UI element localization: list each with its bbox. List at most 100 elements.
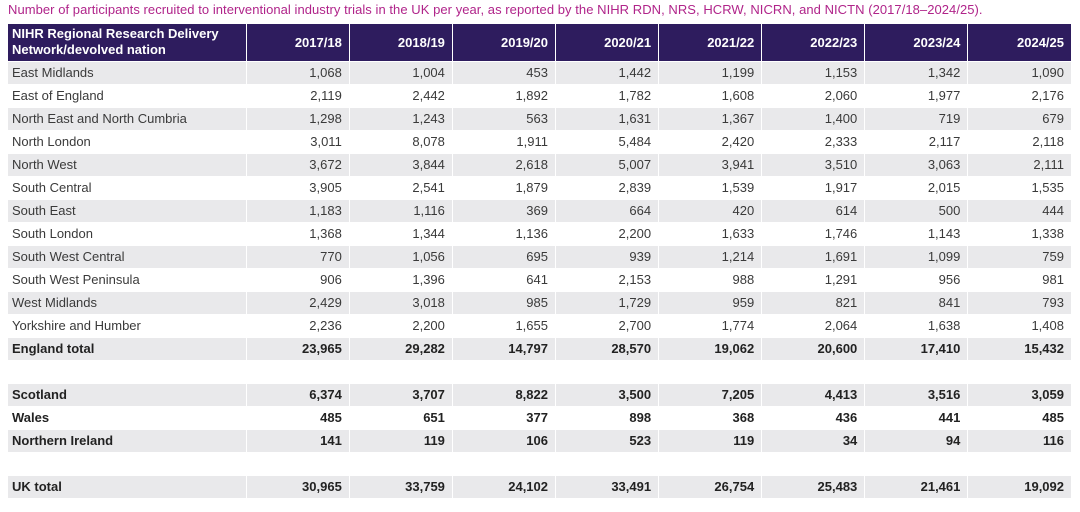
empty-cell [658, 451, 763, 475]
value-cell: 2,618 [452, 152, 557, 176]
value-cell: 1,774 [658, 313, 763, 337]
value-cell: 959 [658, 290, 763, 314]
value-cell: 2,839 [555, 175, 660, 199]
value-cell: 2,541 [349, 175, 453, 199]
value-cell: 3,059 [967, 382, 1071, 406]
value-cell: 33,759 [349, 474, 453, 498]
row-label: England total [8, 336, 247, 360]
table-row: West Midlands 2,429 3,018 985 1,729 959 821 841… [8, 290, 1071, 314]
table-row: South East 1,183 1,116 369 664 420 614 500 444 [8, 198, 1071, 222]
value-cell: 453 [452, 60, 557, 84]
value-cell: 1,691 [761, 244, 866, 268]
value-cell: 1,535 [967, 175, 1071, 199]
value-cell: 1,729 [555, 290, 660, 314]
value-cell: 1,879 [452, 175, 557, 199]
value-cell: 25,483 [761, 474, 866, 498]
value-cell: 523 [555, 428, 660, 452]
row-label: South East [8, 198, 247, 222]
value-cell: 1,442 [555, 60, 660, 84]
value-cell: 3,011 [246, 129, 350, 153]
value-cell: 2,060 [761, 83, 866, 107]
value-cell: 26,754 [658, 474, 763, 498]
table-row-total: England total 23,965 29,282 14,797 28,570 19,… [8, 336, 1071, 360]
value-cell: 695 [452, 244, 557, 268]
empty-cell [246, 451, 350, 475]
table-row: North East and North Cumbria 1,298 1,243 56… [8, 106, 1071, 130]
value-cell: 1,342 [864, 60, 969, 84]
header-year: 2020/21 [555, 24, 660, 61]
value-cell: 1,396 [349, 267, 453, 291]
table-row: North London 3,011 8,078 1,911 5,484 2,420 2,3… [8, 129, 1071, 153]
value-cell: 119 [658, 428, 763, 452]
value-cell: 7,205 [658, 382, 763, 406]
value-cell: 614 [761, 198, 866, 222]
value-cell: 19,092 [967, 474, 1071, 498]
value-cell: 1,655 [452, 313, 557, 337]
empty-cell [8, 451, 247, 475]
value-cell: 1,004 [349, 60, 453, 84]
header-year: 2024/25 [1017, 34, 1064, 50]
value-cell: 444 [967, 198, 1071, 222]
empty-cell [967, 359, 1071, 383]
value-cell: 1,143 [864, 221, 969, 245]
row-label: East Midlands [8, 60, 247, 84]
value-cell: 939 [555, 244, 660, 268]
value-cell: 1,291 [761, 267, 866, 291]
value-cell: 28,570 [555, 336, 660, 360]
value-cell: 2,111 [967, 152, 1071, 176]
value-cell: 377 [452, 405, 557, 429]
empty-cell [8, 359, 247, 383]
value-cell: 3,672 [246, 152, 350, 176]
value-cell: 119 [349, 428, 453, 452]
value-cell: 8,822 [452, 382, 557, 406]
empty-cell [349, 451, 453, 475]
value-cell: 1,408 [967, 313, 1071, 337]
value-cell: 116 [967, 428, 1071, 452]
empty-cell [864, 451, 969, 475]
value-cell: 956 [864, 267, 969, 291]
value-cell: 23,965 [246, 336, 350, 360]
table-row: South West Central 770 1,056 695 939 1,214 1,6… [8, 244, 1071, 268]
value-cell: 1,183 [246, 198, 350, 222]
row-label: North West [8, 152, 247, 176]
value-cell: 1,368 [246, 221, 350, 245]
value-cell: 1,631 [555, 106, 660, 130]
empty-cell [864, 359, 969, 383]
value-cell: 30,965 [246, 474, 350, 498]
value-cell: 20,600 [761, 336, 866, 360]
header-year: 2019/20 [452, 24, 557, 61]
value-cell: 985 [452, 290, 557, 314]
table-row: East Midlands 1,068 1,004 453 1,442 1,199 1,15… [8, 60, 1071, 84]
row-label: Scotland [8, 382, 247, 406]
value-cell: 3,905 [246, 175, 350, 199]
header-name-column: NIHR Regional Research Delivery Network/… [8, 24, 247, 61]
value-cell: 1,892 [452, 83, 557, 107]
value-cell: 485 [967, 405, 1071, 429]
value-cell: 15,432 [967, 336, 1071, 360]
header-row: NIHR Regional Research Delivery Network/… [8, 24, 1071, 61]
value-cell: 841 [864, 290, 969, 314]
value-cell: 1,056 [349, 244, 453, 268]
value-cell: 2,236 [246, 313, 350, 337]
value-cell: 14,797 [452, 336, 557, 360]
value-cell: 1,400 [761, 106, 866, 130]
value-cell: 3,063 [864, 152, 969, 176]
value-cell: 1,782 [555, 83, 660, 107]
value-cell: 898 [555, 405, 660, 429]
value-cell: 1,338 [967, 221, 1071, 245]
value-cell: 106 [452, 428, 557, 452]
table-row-total: Scotland 6,374 3,707 8,822 3,500 7,205 4,413 3,… [8, 382, 1071, 406]
value-cell: 2,117 [864, 129, 969, 153]
value-cell: 981 [967, 267, 1071, 291]
value-cell: 21,461 [864, 474, 969, 498]
value-cell: 2,420 [658, 129, 763, 153]
value-cell: 3,707 [349, 382, 453, 406]
value-cell: 3,941 [658, 152, 763, 176]
value-cell: 29,282 [349, 336, 453, 360]
table-row: Yorkshire and Humber 2,236 2,200 1,655 2,700… [8, 313, 1071, 337]
value-cell: 1,746 [761, 221, 866, 245]
value-cell: 17,410 [864, 336, 969, 360]
value-cell: 2,119 [246, 83, 350, 107]
value-cell: 4,413 [761, 382, 866, 406]
empty-cell [452, 359, 557, 383]
